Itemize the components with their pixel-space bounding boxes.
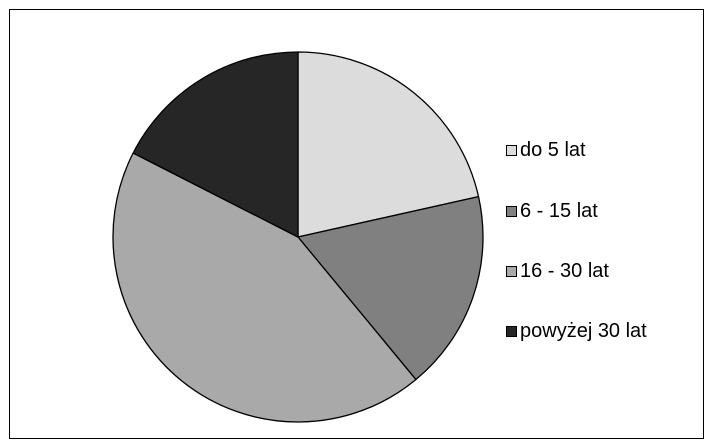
legend-label: do 5 lat [520, 139, 586, 161]
legend-swatch [506, 205, 517, 217]
legend-item-do-5-lat: do 5 lat [506, 138, 586, 162]
pie-slice-2 [112, 152, 417, 423]
legend-label: 16 - 30 lat [520, 260, 609, 282]
pie-slice-0 [297, 51, 480, 238]
pie-chart [112, 51, 484, 423]
legend-swatch [506, 325, 517, 337]
legend-swatch [506, 144, 517, 156]
legend-item-6-15-lat: 6 - 15 lat [506, 199, 598, 223]
pie-slice-1 [297, 195, 484, 381]
legend-label: powyżej 30 lat [520, 320, 647, 342]
chart-area: do 5 lat 6 - 15 lat 16 - 30 lat powyżej … [9, 9, 704, 439]
legend-label: 6 - 15 lat [520, 200, 598, 222]
legend-item-16-30-lat: 16 - 30 lat [506, 259, 609, 283]
legend-swatch [506, 265, 517, 277]
pie-slice-3 [132, 51, 299, 238]
legend-item-powyzej-30-lat: powyżej 30 lat [506, 319, 647, 343]
